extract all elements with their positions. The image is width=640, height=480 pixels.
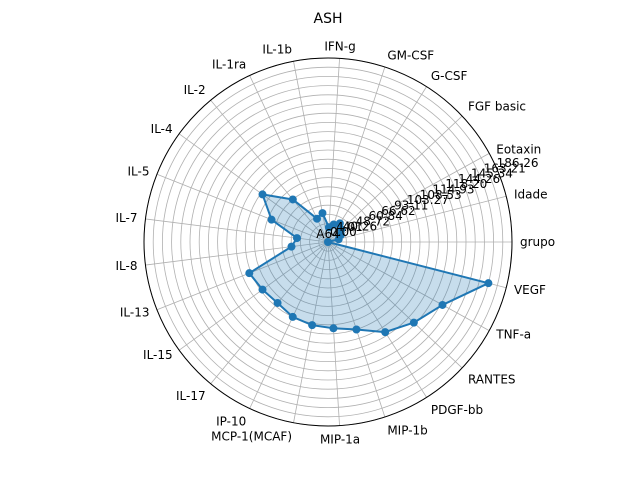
- data-point-il-13: [245, 269, 254, 278]
- radial-tick-label: 114.93: [433, 183, 475, 197]
- category-label: MIP-1a: [320, 433, 360, 447]
- grid-spoke: [156, 241, 329, 311]
- polar-frame: [143, 57, 513, 427]
- radial-tick-label: 118.20: [445, 177, 487, 191]
- data-point-fgf-basic: [337, 225, 346, 234]
- grid-spoke: [327, 153, 490, 243]
- data-point-il-15: [258, 285, 267, 294]
- data-point-mip-1b: [352, 325, 361, 334]
- series-marker-layer: [245, 190, 493, 337]
- grid-spoke: [210, 241, 329, 385]
- data-point-il-7: [292, 234, 301, 243]
- grid-spoke: [327, 86, 427, 243]
- category-label: IL-7: [116, 211, 138, 225]
- data-point-il-8: [287, 242, 296, 251]
- radial-tick-label: 145.34: [471, 167, 513, 181]
- radial-tick-label: 60.84: [368, 209, 402, 223]
- grid-spoke: [249, 241, 329, 409]
- data-point-g-csf: [335, 219, 344, 228]
- radial-tick-label: 144.26: [458, 172, 500, 186]
- category-labels: grupo Idade Eotaxin FGF basic G-CSF GM-CSF IFN…: [116, 39, 556, 446]
- radial-tick-label: 40.26: [343, 220, 377, 234]
- category-label: GM-CSF: [387, 48, 434, 62]
- data-point-ip-10: [288, 312, 297, 321]
- grid-spoke: [327, 58, 340, 243]
- data-point-il-1b: [318, 209, 327, 218]
- grid-spoke: [327, 241, 463, 369]
- radial-tick-labels: 0.0040.2648.7260.8466.6293.11103.27108.5…: [316, 156, 538, 241]
- data-point-tnf-a: [438, 300, 447, 309]
- grid-spoke: [327, 195, 507, 243]
- data-point-il-4: [258, 190, 267, 199]
- category-label: RANTES: [468, 372, 516, 386]
- category-label: grupo: [520, 235, 555, 249]
- radial-tick-label: 4.01: [336, 220, 363, 234]
- category-label: IFN-g: [324, 39, 355, 53]
- category-label: PDGF-bb: [431, 403, 483, 417]
- data-point-il-1ra: [313, 214, 322, 223]
- grid-spoke: [249, 75, 329, 243]
- grid-spoke: [178, 133, 329, 243]
- radial-tick-label: 103.27: [407, 193, 449, 207]
- category-label: Eotaxin: [496, 143, 541, 157]
- category-label: IL-5: [127, 164, 149, 178]
- category-label: IL-1b: [262, 42, 292, 56]
- grid-spoke: [327, 241, 340, 426]
- data-point-il-17: [273, 298, 282, 307]
- category-label: G-CSF: [431, 69, 468, 83]
- radial-tick-label: 108.53: [420, 188, 462, 202]
- radial-tick-label: 0.00: [330, 225, 357, 239]
- grid-spoke: [327, 241, 490, 331]
- category-label: IP-10: [216, 415, 246, 429]
- radial-tick-label: 48.72: [356, 214, 390, 228]
- category-label: IL-1ra: [212, 57, 246, 71]
- grid-spoke: [327, 241, 427, 398]
- category-label: IL-8: [116, 259, 138, 273]
- category-label: Idade: [514, 187, 548, 201]
- grid-spoke: [210, 99, 329, 243]
- category-label: VEGF: [514, 283, 546, 297]
- grid-spoke: [145, 241, 329, 266]
- category-label: TNF-a: [495, 328, 531, 342]
- data-point-il-5: [267, 215, 276, 224]
- data-point-il-2: [288, 195, 297, 204]
- series-area: [249, 194, 489, 333]
- grid-spoke: [327, 66, 386, 243]
- category-label: IL-17: [176, 389, 206, 403]
- chart-title: ASH: [314, 11, 343, 27]
- data-point-mip-1a: [329, 324, 338, 333]
- data-point-mcp-1-mcaf-: [308, 321, 317, 330]
- grid-spoke: [293, 241, 329, 423]
- data-point-rantes: [409, 318, 418, 327]
- category-label: FGF basic: [468, 100, 526, 114]
- category-label: IL-4: [151, 122, 173, 136]
- data-point-ifn-g: [324, 223, 333, 232]
- grid-spoke: [178, 241, 329, 351]
- data-point-vegf: [484, 279, 493, 288]
- grid-spoke: [156, 173, 329, 243]
- category-label: MIP-1b: [387, 424, 427, 438]
- category-label: IL-13: [120, 306, 150, 320]
- data-point-grupo: [324, 238, 332, 246]
- radial-tick-label: 93.11: [394, 198, 428, 212]
- series-area-layer: [249, 194, 489, 333]
- category-label: MCP-1(MCAF): [211, 430, 292, 444]
- data-point-pdgf-bb: [381, 328, 390, 337]
- category-label: IL-15: [143, 348, 173, 362]
- radial-tick-label: A64: [316, 227, 339, 241]
- radial-tick-label: 163.21: [484, 161, 526, 175]
- radial-tick-label: 186.26: [497, 156, 539, 170]
- category-label: IL-2: [184, 83, 206, 97]
- radial-tick-label: 66.62: [381, 204, 415, 218]
- grid-spoke: [327, 115, 463, 243]
